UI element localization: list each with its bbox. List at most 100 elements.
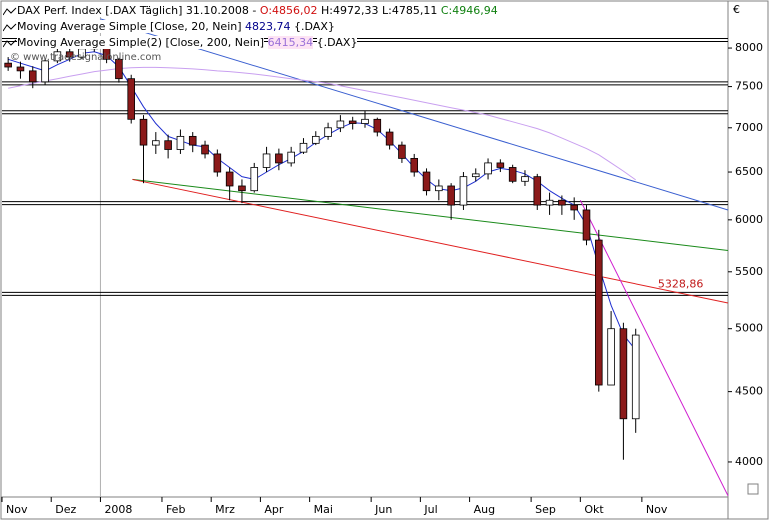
- y-tick-label: 7500: [735, 80, 763, 93]
- y-tick-label: 8000: [735, 41, 763, 54]
- candle-body: [435, 185, 443, 192]
- candle-body: [607, 328, 615, 386]
- y-tick-label: 6000: [735, 213, 763, 226]
- candle-body: [16, 66, 25, 72]
- x-tick-label: Dez: [55, 503, 76, 516]
- candle-body: [521, 176, 529, 182]
- candle-body: [558, 199, 566, 206]
- candle-body: [348, 120, 357, 124]
- x-tick-label: Sep: [535, 503, 556, 516]
- candle-body: [152, 140, 160, 146]
- candle-body: [484, 162, 492, 175]
- candle-body: [28, 70, 37, 83]
- scroll-corner[interactable]: [747, 483, 759, 495]
- candle-body: [410, 158, 419, 173]
- legend-icon: [3, 23, 17, 31]
- candle-body: [225, 171, 234, 187]
- candle-body: [582, 209, 591, 241]
- x-tick-label: Aug: [474, 503, 495, 516]
- candle-body: [447, 185, 455, 206]
- x-tick-label: Nov: [6, 503, 28, 516]
- candle-body: [496, 162, 505, 168]
- trendline: [579, 200, 729, 496]
- candle-body: [385, 131, 394, 146]
- legend-value: 6415,34: [267, 36, 314, 49]
- candle-body: [373, 118, 382, 133]
- legend-row: Moving Average Simple [Close, 20, Nein] …: [3, 19, 498, 35]
- candle-body: [471, 173, 480, 178]
- candle-body: [127, 78, 135, 120]
- candle-body: [238, 185, 246, 192]
- candle-body: [53, 51, 62, 62]
- watermark: © www.tradesignalonline.com: [10, 52, 161, 63]
- candle-body: [533, 176, 542, 206]
- candle-body: [459, 176, 468, 206]
- legend-symbol: {.DAX}: [294, 20, 335, 33]
- candle-body: [188, 135, 197, 146]
- legend-high-low: H:4972,33 L:4785,11: [321, 4, 438, 17]
- legend-open: O:4856,02: [259, 4, 318, 17]
- candle-body: [275, 153, 283, 164]
- y-tick-label: 4500: [735, 385, 763, 398]
- legend-text: Moving Average Simple(2) [Close, 200, Ne…: [17, 36, 265, 49]
- legend: DAX Perf. Index [.DAX Täglich] 31.10.200…: [3, 3, 498, 51]
- candle-body: [545, 199, 554, 206]
- candle-body: [139, 118, 148, 146]
- candle-body: [176, 135, 185, 150]
- trendline: [100, 18, 729, 211]
- candle-body: [213, 153, 222, 173]
- candle-body: [287, 151, 295, 164]
- legend-icon: [3, 7, 17, 15]
- moving-average-line: [8, 51, 637, 351]
- trendline: [132, 178, 729, 251]
- candle-body: [324, 127, 332, 137]
- candle-body: [631, 334, 640, 420]
- x-tick-label: Jul: [423, 503, 437, 516]
- candle-body: [299, 142, 308, 153]
- legend-symbol: {.DAX}: [316, 36, 358, 49]
- plot-layer: [2, 5, 729, 497]
- candle-body: [250, 167, 259, 192]
- candle-body: [595, 239, 603, 386]
- x-tick-label: 2008: [104, 503, 132, 516]
- x-tick-label: Feb: [166, 503, 185, 516]
- candle-body: [336, 120, 345, 129]
- candle-body: [262, 153, 271, 168]
- x-axis-panel: [0, 496, 729, 520]
- currency-symbol: €: [733, 3, 740, 16]
- x-tick-label: Mai: [314, 503, 333, 516]
- legend-text: Moving Average Simple [Close, 20, Nein]: [17, 20, 242, 33]
- legend-icon: [3, 39, 17, 47]
- moving-average-line: [8, 66, 636, 181]
- legend-row: Moving Average Simple(2) [Close, 200, Ne…: [3, 35, 498, 51]
- candle-body: [41, 60, 49, 83]
- candle-body: [201, 144, 209, 155]
- y-tick-label: 5500: [735, 265, 763, 278]
- y-tick-label: 7000: [735, 121, 763, 134]
- candle-body: [398, 144, 406, 159]
- candle-body: [361, 118, 369, 124]
- candle-body: [570, 204, 578, 211]
- candle-body: [422, 171, 431, 192]
- y-tick-label: 6500: [735, 165, 763, 178]
- legend-row: DAX Perf. Index [.DAX Täglich] 31.10.200…: [3, 3, 498, 19]
- candle-body: [164, 140, 172, 150]
- x-tick-label: Okt: [584, 503, 604, 516]
- y-tick-label: 4000: [735, 455, 763, 468]
- x-tick-label: Jun: [374, 503, 392, 516]
- annotation: 5328,86: [658, 278, 704, 291]
- legend-close: C:4946,94: [440, 4, 498, 17]
- y-tick-label: 5000: [735, 322, 763, 335]
- candle-body: [65, 51, 74, 58]
- candle-body: [115, 58, 123, 80]
- candle-body: [4, 62, 12, 68]
- x-tick-label: Nov: [646, 503, 668, 516]
- trendline: [132, 178, 729, 304]
- legend-text: DAX Perf. Index [.DAX Täglich] 31.10.200…: [17, 4, 257, 17]
- x-tick-label: Apr: [264, 503, 284, 516]
- candle-body: [619, 328, 628, 420]
- candle-body: [311, 135, 320, 144]
- legend-value: 4823,74: [245, 20, 291, 33]
